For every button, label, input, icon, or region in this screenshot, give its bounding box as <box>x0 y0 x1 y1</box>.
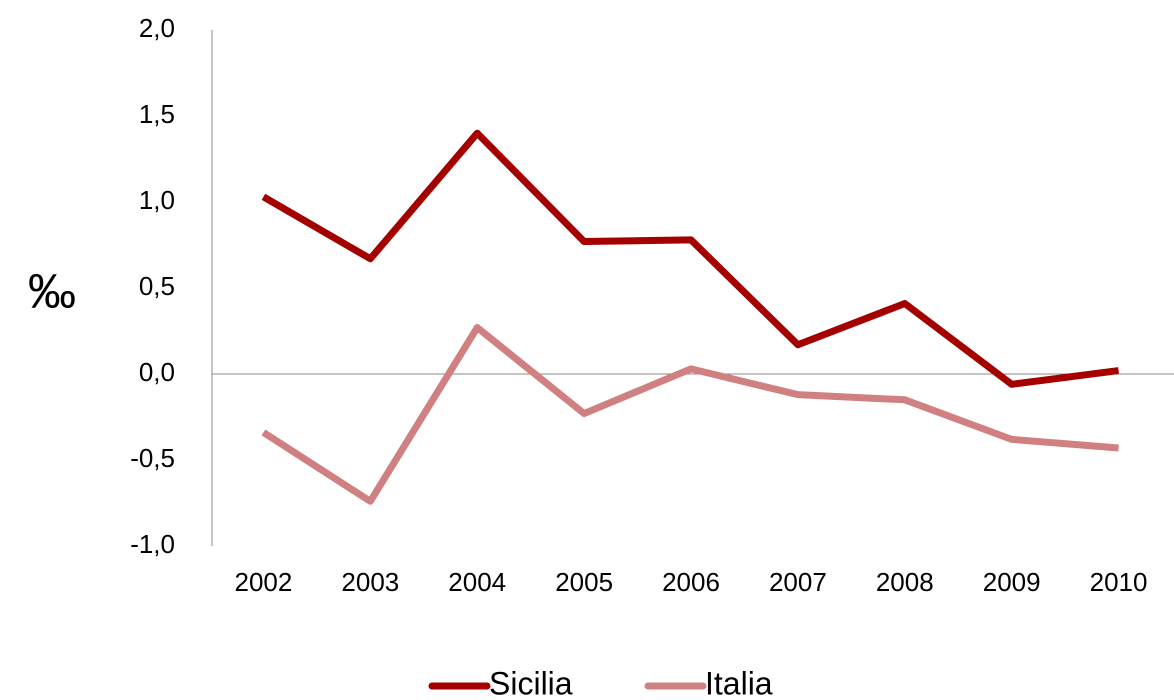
y-tick-label: 1,5 <box>139 99 175 129</box>
y-tick-label: 2,0 <box>139 13 175 43</box>
y-tick-label: 1,0 <box>139 185 175 215</box>
y-tick-label: 0,0 <box>139 357 175 387</box>
x-tick-label: 2006 <box>662 567 720 597</box>
x-tick-label: 2003 <box>341 567 399 597</box>
x-tick-label: 2010 <box>1090 567 1148 597</box>
y-tick-label: 0,5 <box>139 271 175 301</box>
x-tick-label: 2007 <box>769 567 827 597</box>
x-tick-label: 2002 <box>235 567 293 597</box>
x-tick-label: 2009 <box>983 567 1041 597</box>
series-line <box>261 324 1119 505</box>
x-tick-label: 2004 <box>448 567 506 597</box>
y-tick-label: -1,0 <box>130 529 175 559</box>
series-line <box>261 129 1120 388</box>
y-axis-label: ‰ <box>28 266 76 319</box>
legend-label: Italia <box>705 665 773 700</box>
x-tick-label: 2005 <box>555 567 613 597</box>
legend-label: Sicilia <box>489 665 573 700</box>
y-tick-label: -0,5 <box>130 443 175 473</box>
x-tick-label: 2008 <box>876 567 934 597</box>
